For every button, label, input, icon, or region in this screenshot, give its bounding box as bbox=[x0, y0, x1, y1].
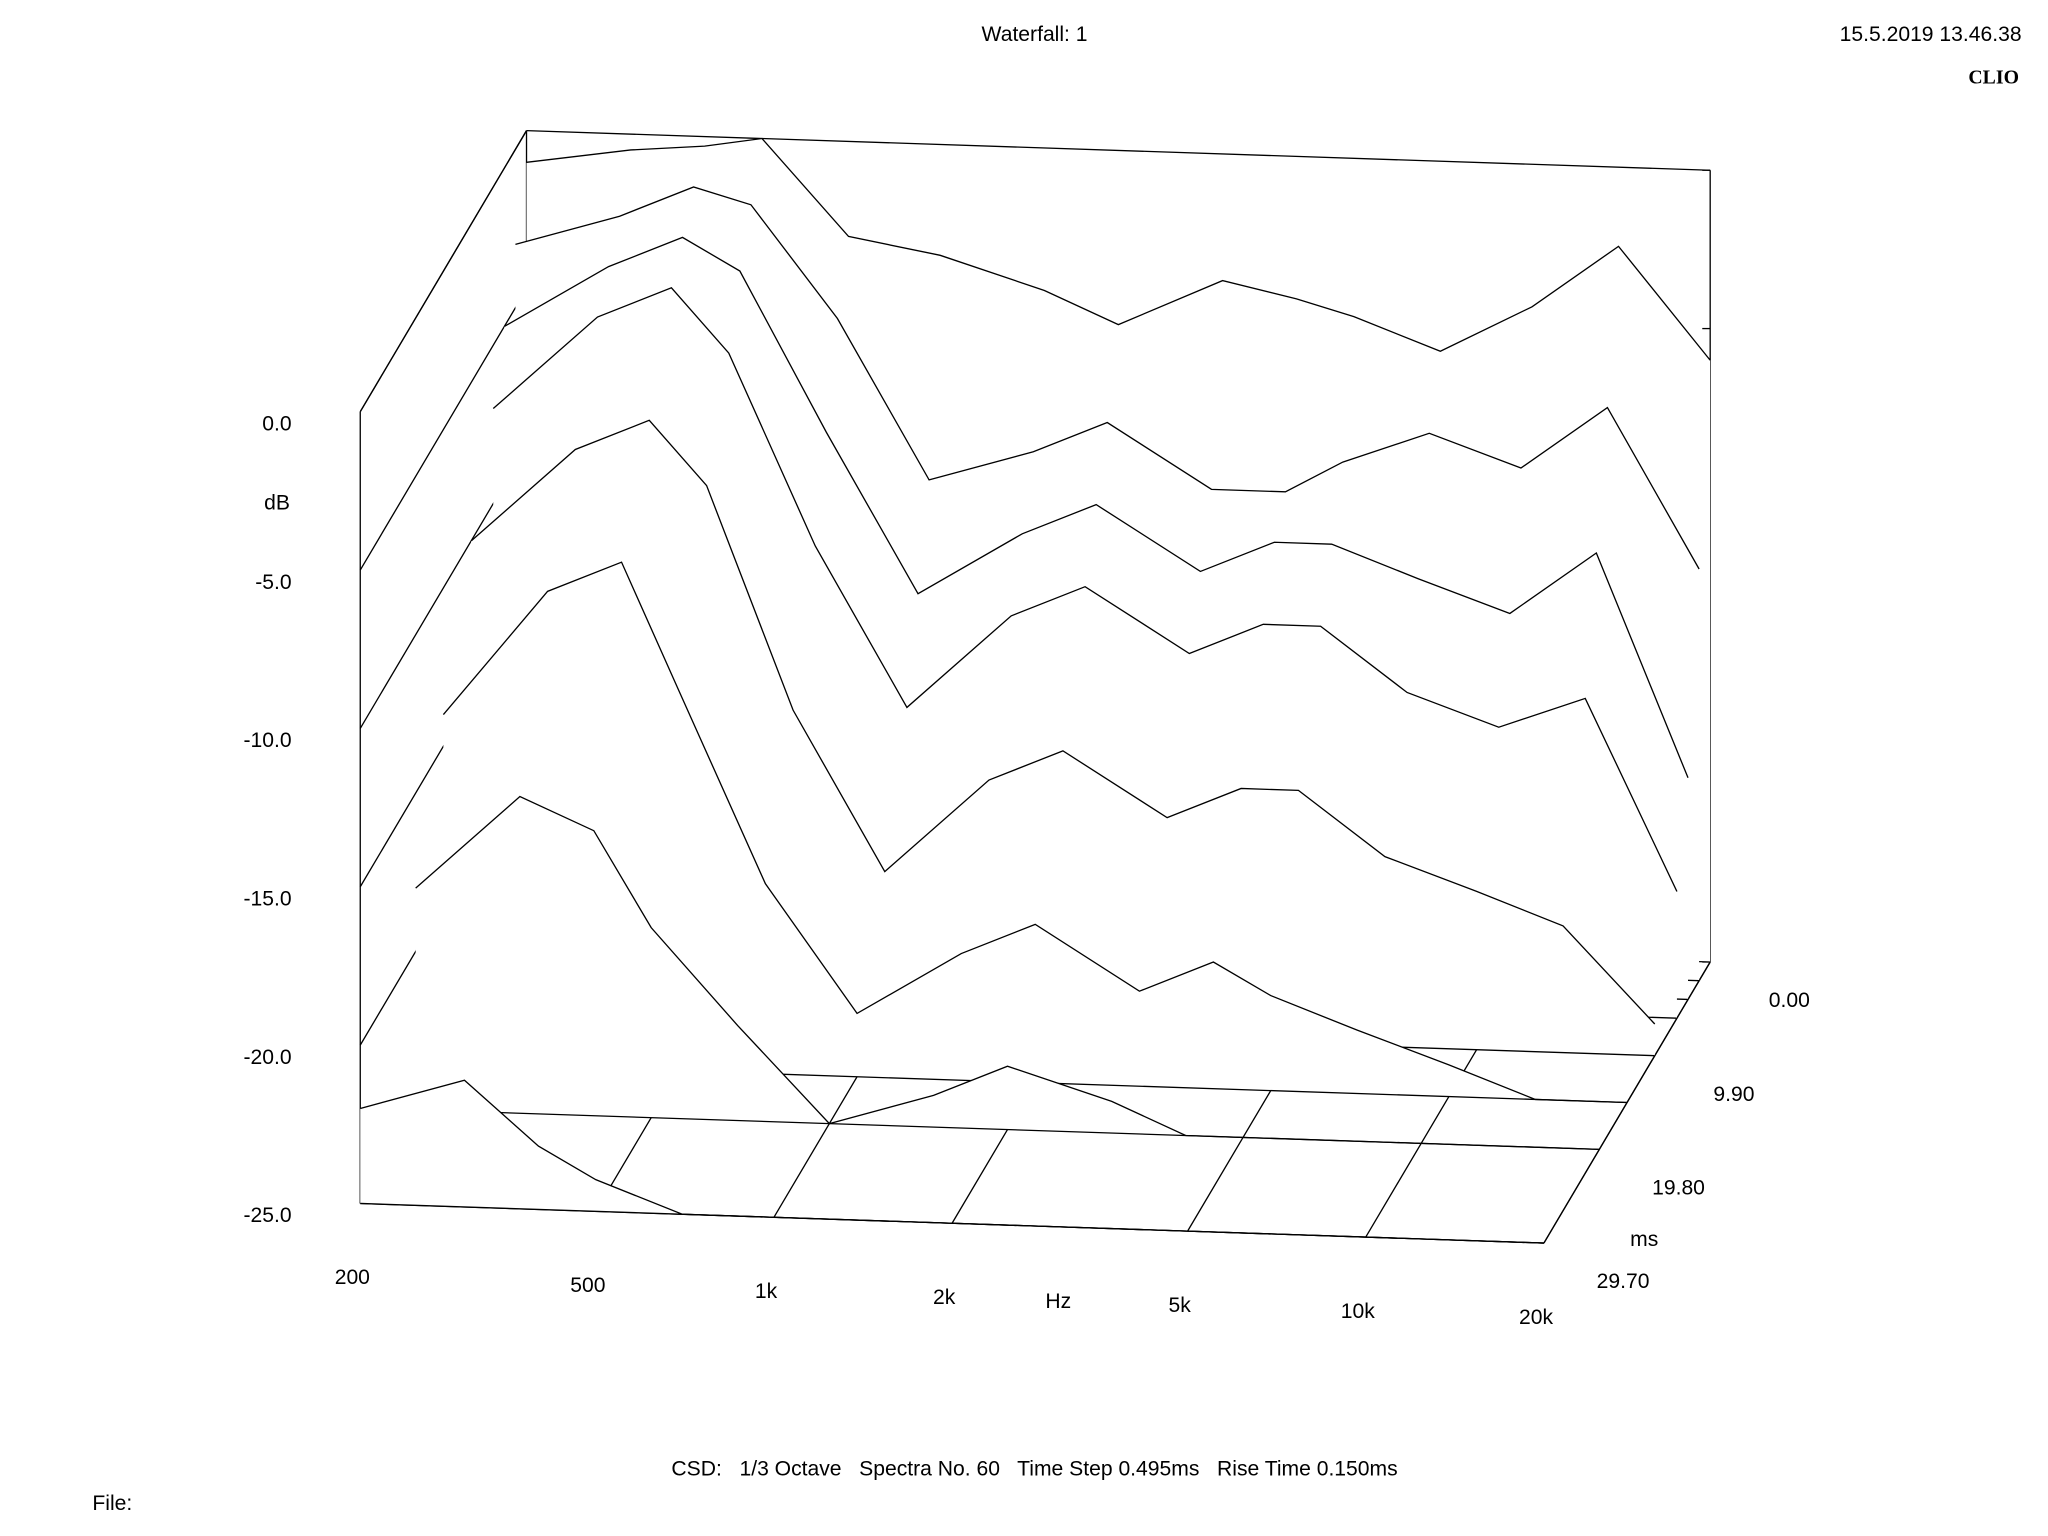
floor-line bbox=[415, 1109, 1600, 1151]
y-tick-label: -5.0 bbox=[255, 571, 291, 594]
z-tick-label: 19.80 bbox=[1652, 1177, 1705, 1200]
spectrum-line bbox=[504, 236, 1689, 779]
y-tick-label: -20.0 bbox=[244, 1046, 292, 1069]
spectrum-fill bbox=[443, 562, 1628, 1103]
y-tick-label: -25.0 bbox=[244, 1204, 292, 1227]
spectrum-fill bbox=[415, 796, 1600, 1150]
grid-line bbox=[359, 288, 528, 571]
footer: CSD: 1/3 Octave Spectra No. 60 Time Step… bbox=[671, 1458, 1397, 1481]
spectrum-line bbox=[515, 186, 1700, 570]
file-label: File: bbox=[92, 1492, 132, 1515]
spectrum-fill bbox=[360, 1080, 1544, 1244]
x-axis-label: Hz bbox=[1045, 1290, 1071, 1313]
brand: CLIO bbox=[1968, 67, 2019, 89]
grid-line bbox=[359, 130, 528, 413]
chart-title: Waterfall: 1 bbox=[982, 23, 1088, 46]
x-tick-label: 1k bbox=[755, 1280, 778, 1303]
x-tick-label: 500 bbox=[570, 1274, 605, 1297]
y-axis-label: dB bbox=[264, 492, 290, 515]
z-tick-label: 0.00 bbox=[1769, 989, 1810, 1012]
x-tick-label: 2k bbox=[933, 1286, 956, 1309]
axis-line bbox=[526, 129, 1711, 171]
x-tick-label: 5k bbox=[1169, 1294, 1192, 1317]
z-axis-label: ms bbox=[1630, 1228, 1658, 1251]
z-tick-label: 29.70 bbox=[1597, 1270, 1650, 1293]
spectrum-line bbox=[470, 419, 1656, 1025]
z-tick-label: 9.90 bbox=[1713, 1083, 1754, 1106]
timestamp: 15.5.2019 13.46.38 bbox=[1840, 23, 2022, 46]
spectrum-line bbox=[526, 137, 1711, 361]
spectrum-line bbox=[442, 561, 1628, 1104]
y-tick-label: 0.0 bbox=[262, 412, 291, 435]
floor-line bbox=[360, 1202, 1544, 1244]
x-tick-label: 200 bbox=[335, 1266, 370, 1289]
x-tick-label: 20k bbox=[1519, 1306, 1553, 1329]
y-tick-label: -15.0 bbox=[244, 888, 292, 911]
x-tick-label: 10k bbox=[1341, 1300, 1375, 1323]
spectrum-line bbox=[492, 287, 1678, 892]
y-tick-label: -10.0 bbox=[244, 729, 292, 752]
